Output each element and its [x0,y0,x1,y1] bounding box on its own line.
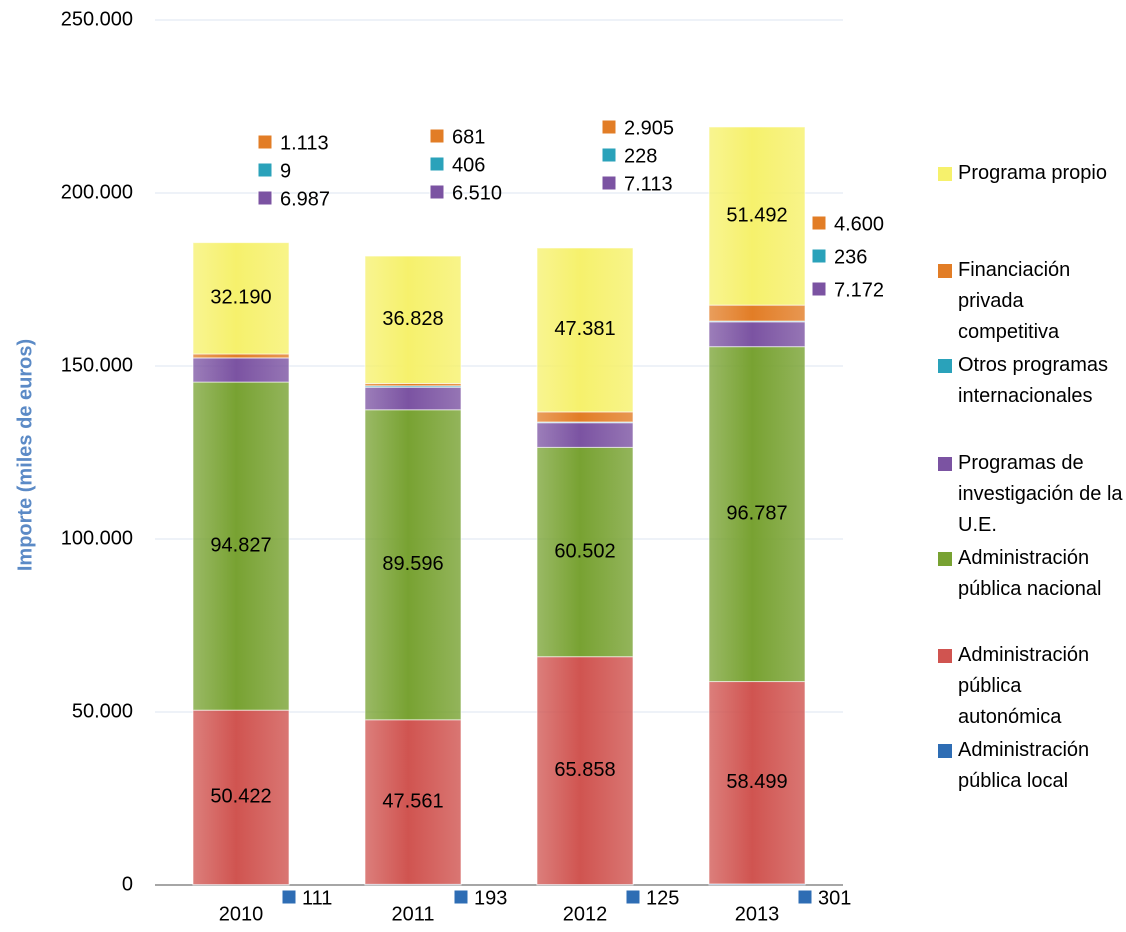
label-marker [811,248,827,264]
x-tick-label: 2012 [563,903,608,925]
label-marker [601,119,617,135]
legend-swatch [938,457,952,471]
data-label: 6.510 [452,182,502,204]
data-label: 9 [280,160,291,182]
data-label: 111 [302,887,332,909]
data-label: 36.828 [382,308,443,330]
label-marker [429,156,445,172]
bar-segment [192,381,290,711]
legend-label: Programa propio [958,162,1107,184]
bar-segment [192,242,290,355]
label-marker [811,281,827,297]
label-marker [453,889,469,905]
bar-segment [192,709,290,886]
y-tick-label: 250.000 [61,8,133,30]
legend-label: Otros programas internacionales [958,354,1109,407]
label-marker [429,184,445,200]
legend-swatch [938,167,952,181]
legend-item: Administración pública autonómica [938,640,1123,733]
bar-segment [708,321,806,348]
bar-segment [536,446,634,658]
y-tick-label: 200.000 [61,181,133,203]
data-label: 2.905 [624,117,674,139]
label-marker [257,134,273,150]
legend-label: Administración pública local [958,739,1090,792]
legend-item: Financiación privada competitiva [938,255,1123,348]
data-label: 125 [646,887,679,909]
data-label: 32.190 [210,287,271,309]
data-label: 6.987 [280,188,330,210]
bar-segment [536,247,634,413]
legend-item: Otros programas internacionales [938,350,1123,412]
y-tick-label: 50.000 [72,700,133,722]
data-label: 60.502 [554,540,615,562]
y-tick-label: 150.000 [61,354,133,376]
label-marker [797,889,813,905]
data-label: 65.858 [554,759,615,781]
x-tick-label: 2010 [219,903,264,925]
data-label: 4.600 [834,213,884,235]
legend-label: Administración pública nacional [958,547,1102,600]
bar-segment [536,411,634,423]
legend-item: Administración pública nacional [938,543,1123,605]
data-label: 89.596 [382,553,443,575]
bar-segment [708,126,806,306]
legend-label: Financiación privada competitiva [958,259,1071,343]
data-label: 96.787 [726,502,787,524]
data-label: 228 [624,145,657,167]
bar-segment [364,386,462,411]
x-tick-label: 2013 [735,903,780,925]
legend-swatch [938,359,952,373]
data-label: 94.827 [210,534,271,556]
y-tick-label: 100.000 [61,527,133,549]
bar-segment [364,409,462,721]
label-marker [257,162,273,178]
label-marker [811,215,827,231]
data-label: 7.172 [834,279,884,301]
label-marker [601,147,617,163]
x-tick-label: 2011 [391,903,434,925]
bar-segment [364,255,462,384]
data-label: 58.499 [726,771,787,793]
data-label: 406 [452,154,485,176]
legend-swatch [938,649,952,663]
label-marker [429,128,445,144]
data-label: 1.113 [280,132,329,154]
legend-label: Programas de investigación de la U.E. [958,452,1123,536]
label-marker [625,889,641,905]
bar-segment [192,357,290,383]
bar-segment [536,656,634,886]
bar-segment [708,346,806,683]
legend-swatch [938,744,952,758]
y-axis-title: Importe (miles de euros) [14,339,36,571]
bar-segment [708,304,806,322]
legend-item: Programa propio [938,158,1123,189]
data-label: 301 [818,887,851,909]
legend-item: Programas de investigación de la U.E. [938,448,1123,541]
bar-segment [192,353,290,359]
legend-item: Administración pública local [938,735,1123,797]
y-tick-label: 0 [122,873,133,895]
data-label: 193 [474,887,507,909]
bar-segment [536,422,634,448]
label-marker [601,175,617,191]
label-marker [257,190,273,206]
data-label: 681 [452,126,485,148]
data-label: 51.492 [726,204,787,226]
label-marker [281,889,297,905]
legend-label: Administración pública autonómica [958,644,1090,728]
data-label: 47.561 [382,790,443,812]
data-label: 236 [834,246,867,268]
data-label: 50.422 [210,786,271,808]
data-label: 7.113 [624,173,673,195]
data-label: 47.381 [554,318,615,340]
legend-swatch [938,552,952,566]
legend-swatch [938,264,952,278]
